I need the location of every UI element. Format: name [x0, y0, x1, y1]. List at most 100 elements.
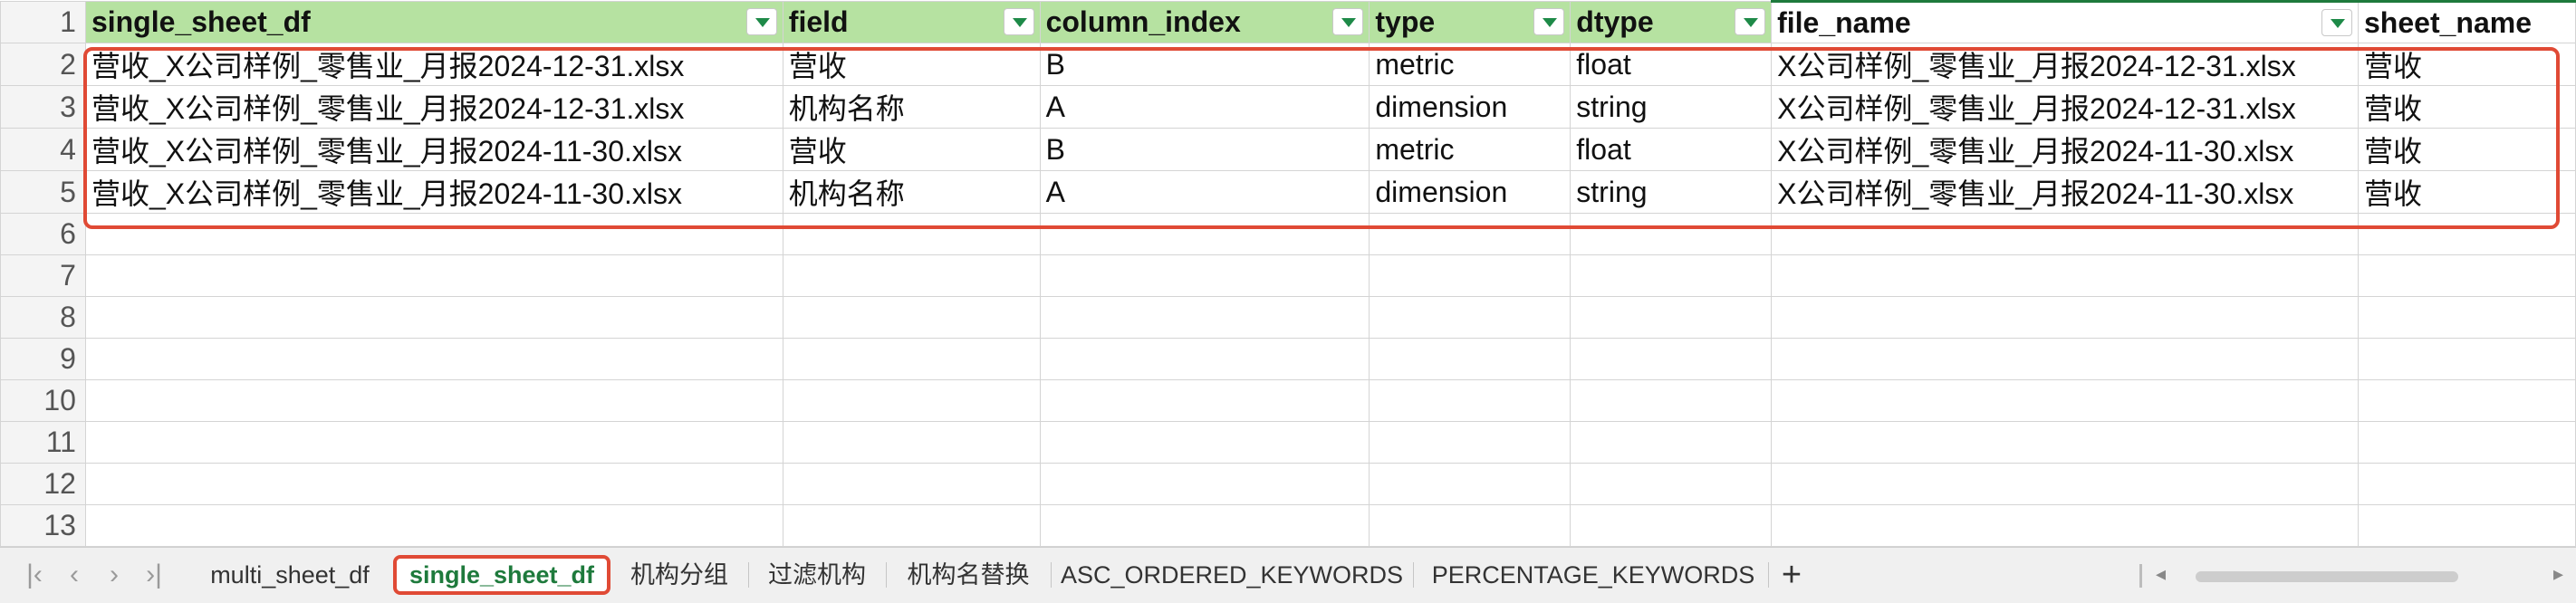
filter-dropdown-icon[interactable] — [745, 8, 777, 35]
cell[interactable] — [1771, 463, 2359, 505]
cell[interactable] — [84, 504, 783, 547]
cell[interactable]: 营收 — [782, 43, 1041, 86]
cell[interactable] — [782, 504, 1041, 547]
first-sheet-nav-icon[interactable]: |‹ — [26, 560, 43, 589]
cell[interactable]: A — [1039, 85, 1370, 129]
tab-institution-group[interactable]: 机构分组 — [630, 561, 728, 589]
column-header-cell[interactable]: single_sheet_df — [84, 1, 783, 43]
cell[interactable] — [782, 421, 1041, 464]
tab-filter-institution[interactable]: 过滤机构 — [768, 561, 866, 589]
cell[interactable] — [1369, 296, 1572, 339]
cell[interactable] — [84, 254, 783, 297]
cell[interactable] — [782, 254, 1041, 297]
cell[interactable]: metric — [1369, 43, 1572, 86]
add-sheet-plus-icon[interactable]: + — [1781, 556, 1802, 594]
cell[interactable] — [1039, 296, 1370, 339]
cell[interactable] — [782, 379, 1041, 422]
cell[interactable] — [1771, 338, 2359, 380]
cell[interactable]: 机构名称 — [782, 170, 1041, 214]
cell[interactable] — [1771, 213, 2359, 255]
cell[interactable]: A — [1039, 170, 1370, 214]
cell[interactable] — [2358, 213, 2576, 255]
row-header[interactable]: 5 — [0, 170, 86, 214]
cell[interactable]: X公司样例_零售业_月报2024-11-30.xlsx — [1771, 170, 2359, 214]
cell[interactable] — [84, 463, 783, 505]
cell[interactable] — [1369, 463, 1572, 505]
column-header-cell[interactable]: field — [782, 1, 1041, 43]
scroll-right-icon[interactable]: ▸ — [2552, 562, 2563, 585]
cell[interactable] — [2358, 254, 2576, 297]
cell[interactable]: metric — [1369, 128, 1572, 171]
row-header[interactable]: 10 — [0, 379, 86, 422]
cell[interactable] — [1570, 379, 1773, 422]
row-header[interactable]: 3 — [0, 85, 86, 129]
cell[interactable]: X公司样例_零售业_月报2024-11-30.xlsx — [1771, 128, 2359, 171]
cell[interactable]: 营收_X公司样例_零售业_月报2024-11-30.xlsx — [84, 170, 783, 214]
row-header[interactable]: 8 — [0, 296, 86, 339]
horizontal-scroll-thumb[interactable] — [2196, 571, 2458, 582]
tab-percentage-keywords[interactable]: PERCENTAGE_KEYWORDS — [1431, 561, 1755, 589]
cell[interactable] — [1039, 213, 1370, 255]
cell[interactable] — [1039, 421, 1370, 464]
cell[interactable] — [84, 338, 783, 380]
last-sheet-nav-icon[interactable]: ›| — [146, 560, 162, 589]
cell[interactable]: 营收 — [2358, 170, 2576, 214]
cell[interactable] — [1570, 421, 1773, 464]
cell[interactable]: B — [1039, 128, 1370, 171]
column-header-cell[interactable]: sheet_name — [2358, 0, 2576, 43]
cell[interactable] — [2358, 379, 2576, 422]
cell-table[interactable]: 1 single_sheet_df field column_index type dty… — [0, 0, 2576, 547]
cell[interactable] — [1771, 504, 2359, 547]
cell[interactable] — [1570, 213, 1773, 255]
cell[interactable]: 营收 — [2358, 43, 2576, 86]
filter-dropdown-icon[interactable] — [1533, 8, 1565, 35]
cell[interactable]: string — [1570, 170, 1773, 214]
cell[interactable]: 营收 — [2358, 85, 2576, 129]
filter-dropdown-icon[interactable] — [1735, 8, 1766, 35]
cell[interactable] — [84, 421, 783, 464]
cell[interactable]: X公司样例_零售业_月报2024-12-31.xlsx — [1771, 43, 2359, 86]
cell[interactable] — [1039, 338, 1370, 380]
row-header[interactable]: 4 — [0, 128, 86, 171]
tab-single-sheet-df[interactable]: single_sheet_df — [393, 555, 610, 595]
cell[interactable] — [2358, 421, 2576, 464]
cell[interactable] — [1570, 254, 1773, 297]
cell[interactable]: dimension — [1369, 85, 1572, 129]
row-header[interactable]: 2 — [0, 43, 86, 86]
cell[interactable] — [1369, 379, 1572, 422]
row-header[interactable]: 7 — [0, 254, 86, 297]
cell[interactable]: 营收_X公司样例_零售业_月报2024-12-31.xlsx — [84, 85, 783, 129]
row-header[interactable]: 1 — [0, 1, 86, 43]
cell[interactable] — [782, 213, 1041, 255]
cell[interactable] — [2358, 463, 2576, 505]
tab-multi-sheet-df[interactable]: multi_sheet_df — [210, 561, 370, 589]
cell[interactable]: 营收_X公司样例_零售业_月报2024-12-31.xlsx — [84, 43, 783, 86]
cell[interactable]: dimension — [1369, 170, 1572, 214]
row-header[interactable]: 13 — [0, 504, 86, 547]
cell[interactable]: 营收_X公司样例_零售业_月报2024-11-30.xlsx — [84, 128, 783, 171]
cell[interactable] — [1570, 504, 1773, 547]
prev-sheet-nav-icon[interactable]: ‹ — [70, 560, 79, 589]
cell[interactable]: 营收 — [2358, 128, 2576, 171]
row-header[interactable]: 12 — [0, 463, 86, 505]
cell[interactable] — [1369, 254, 1572, 297]
row-header[interactable]: 11 — [0, 421, 86, 464]
column-header-cell[interactable]: column_index — [1039, 1, 1370, 43]
cell[interactable] — [1369, 213, 1572, 255]
cell[interactable] — [1369, 504, 1572, 547]
cell[interactable] — [2358, 504, 2576, 547]
cell[interactable]: B — [1039, 43, 1370, 86]
spreadsheet-grid[interactable]: 1 single_sheet_df field column_index type dty… — [0, 0, 2576, 547]
filter-dropdown-icon[interactable] — [1003, 8, 1034, 35]
cell[interactable] — [1039, 254, 1370, 297]
cell[interactable] — [2358, 296, 2576, 339]
cell[interactable] — [1369, 338, 1572, 380]
cell[interactable] — [1570, 338, 1773, 380]
cell[interactable] — [782, 463, 1041, 505]
cell[interactable] — [1369, 421, 1572, 464]
cell[interactable] — [1771, 421, 2359, 464]
cell[interactable] — [2358, 338, 2576, 380]
cell[interactable]: float — [1570, 128, 1773, 171]
cell[interactable] — [84, 296, 783, 339]
cell[interactable] — [1771, 254, 2359, 297]
